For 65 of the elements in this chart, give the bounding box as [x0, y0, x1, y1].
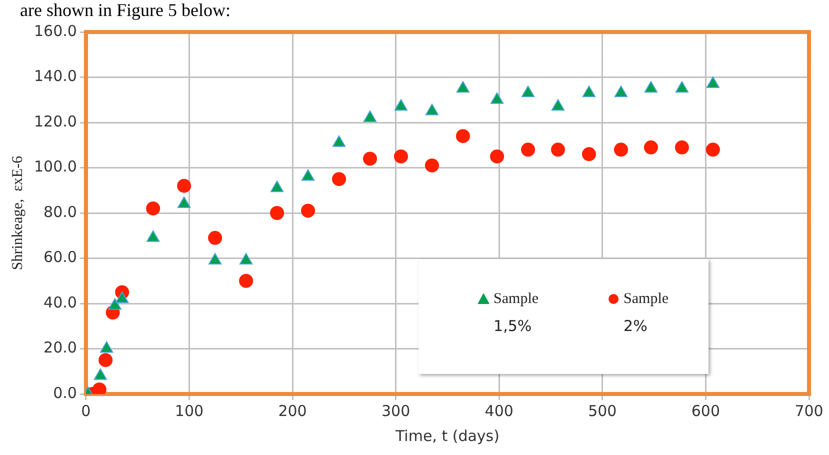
point [644, 140, 658, 154]
point [208, 253, 222, 265]
legend-label: Sample 2% [624, 290, 669, 335]
point [675, 81, 689, 93]
point [614, 142, 628, 157]
point [456, 81, 470, 93]
y-tick-label: 140.0 [34, 67, 77, 86]
x-axis-title: Time, t (days) [394, 426, 500, 445]
point [582, 147, 596, 162]
y-tick-label: 20.0 [44, 338, 77, 357]
y-tick-label: 60.0 [44, 248, 77, 266]
point [456, 129, 470, 144]
text: are shown in Figure 5 below: [20, 0, 230, 20]
point [208, 230, 222, 245]
y-tick-label: 40.0 [44, 293, 77, 312]
point [674, 140, 689, 154]
y-tick-label: 120.0 [34, 112, 77, 130]
point [394, 99, 408, 111]
x-tick-label: 200 [278, 402, 307, 420]
point [94, 368, 107, 380]
x-tick-label: 400 [484, 402, 514, 420]
point [239, 253, 253, 265]
y-tick-label: 100.0 [34, 158, 77, 176]
x-tick-label: 600 [691, 402, 720, 420]
y-tick-label: 0.0 [53, 384, 77, 402]
point [490, 149, 504, 164]
point [706, 76, 720, 88]
x-tick-label: 500 [588, 402, 617, 420]
point [582, 86, 596, 98]
point [270, 206, 284, 220]
point [98, 353, 113, 368]
point [100, 341, 114, 353]
x-tick-label: 100 [174, 402, 204, 420]
point [363, 152, 377, 166]
x-tick-label: 700 [794, 402, 824, 420]
point [301, 204, 316, 218]
point [644, 81, 658, 93]
point [301, 169, 315, 181]
point [270, 180, 284, 192]
point [425, 104, 439, 116]
point [332, 135, 346, 147]
point [177, 178, 192, 193]
point [424, 158, 439, 172]
point [614, 86, 628, 98]
point [550, 142, 565, 157]
point [332, 172, 346, 186]
point [490, 92, 504, 104]
x-tick-label: 300 [382, 402, 410, 420]
legend-label: Sample 1,5% [494, 290, 539, 335]
point [363, 110, 377, 122]
point [146, 230, 160, 242]
point [239, 274, 254, 288]
point [108, 298, 122, 310]
x-tick-label: 0 [81, 402, 91, 420]
y-tick-label: 80.0 [44, 202, 77, 221]
point [394, 149, 408, 164]
point [706, 142, 720, 157]
point [521, 86, 535, 98]
point [116, 291, 129, 303]
point [551, 99, 565, 111]
point [146, 201, 160, 216]
y-axis-title: Shrinkeage, εxE-6 [10, 155, 26, 270]
y-tick-label: 160.0 [34, 22, 77, 40]
point [521, 142, 536, 157]
point [178, 196, 191, 208]
